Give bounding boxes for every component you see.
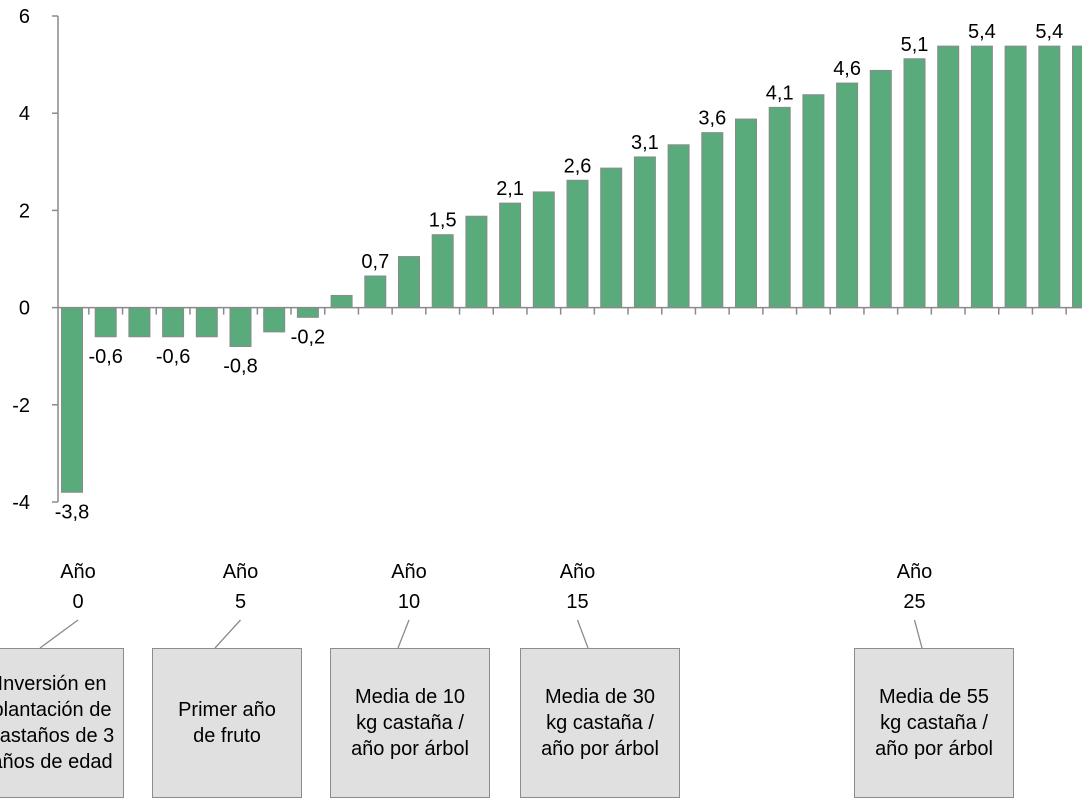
bar: [129, 308, 150, 337]
annotation-box: Media de 55 kg castaña / año por árbol: [854, 648, 1014, 798]
bar: [837, 83, 858, 308]
data-label: 3,6: [698, 108, 726, 130]
bar: [163, 308, 184, 337]
bar: [736, 119, 757, 308]
y-tick-label: 0: [19, 298, 30, 320]
bar: [62, 308, 83, 493]
leader-line: [915, 620, 923, 648]
bar: [399, 257, 420, 308]
year-label: Año 0: [38, 557, 118, 617]
leader-line: [215, 620, 241, 648]
data-label: 4,6: [833, 58, 861, 80]
bar: [466, 216, 487, 307]
data-label: -0,6: [88, 346, 122, 368]
bar: [230, 308, 251, 347]
data-label: -3,8: [55, 501, 89, 523]
bar: [803, 95, 824, 308]
y-tick-label: -4: [12, 492, 30, 514]
data-label: 5,4: [1035, 21, 1063, 43]
bar: [938, 46, 959, 307]
bar: [95, 308, 116, 337]
y-tick-label: 2: [19, 200, 30, 222]
bar: [634, 157, 655, 308]
data-label: -0,8: [223, 355, 257, 377]
bar: [904, 59, 925, 308]
bar: [769, 107, 790, 307]
leader-line: [398, 620, 409, 648]
annotation-box: Inversión en plantación de castaños de 3…: [0, 648, 124, 798]
data-label: 5,4: [968, 21, 996, 43]
bar: [264, 308, 285, 332]
bar: [365, 276, 386, 308]
bar: [601, 168, 622, 307]
bar: [432, 235, 453, 308]
year-label: Año 5: [201, 557, 281, 617]
data-label: 5,1: [901, 34, 929, 56]
y-tick-label: 4: [19, 103, 30, 125]
bar: [196, 308, 217, 337]
bar: [533, 192, 554, 308]
data-label: 1,5: [429, 210, 457, 232]
y-tick-label: 6: [19, 6, 30, 28]
data-label: 0,7: [361, 251, 389, 273]
leader-line: [578, 620, 589, 648]
data-label: 4,1: [766, 82, 794, 104]
bar: [1073, 46, 1082, 307]
bar: [870, 70, 891, 307]
data-label: 3,1: [631, 132, 659, 154]
data-label: -0,2: [291, 326, 325, 348]
bar: [331, 295, 352, 307]
year-label: Año 10: [369, 557, 449, 617]
data-label: -0,6: [156, 346, 190, 368]
data-label: 2,1: [496, 178, 524, 200]
leader-line: [40, 620, 78, 648]
bar: [500, 203, 521, 307]
data-label: 2,6: [564, 155, 592, 177]
bar: [702, 133, 723, 308]
bar: [297, 308, 318, 318]
bar: [1039, 46, 1060, 307]
year-label: Año 15: [538, 557, 618, 617]
year-label: Año 25: [875, 557, 955, 617]
annotation-box: Media de 30 kg castaña / año por árbol: [520, 648, 680, 798]
annotation-box: Media de 10 kg castaña / año por árbol: [330, 648, 490, 798]
y-tick-label: -2: [12, 395, 30, 417]
bar: [1005, 46, 1026, 307]
bar: [668, 145, 689, 308]
bar: [971, 46, 992, 307]
bar: [567, 180, 588, 307]
annotation-box: Primer año de fruto: [152, 648, 302, 798]
